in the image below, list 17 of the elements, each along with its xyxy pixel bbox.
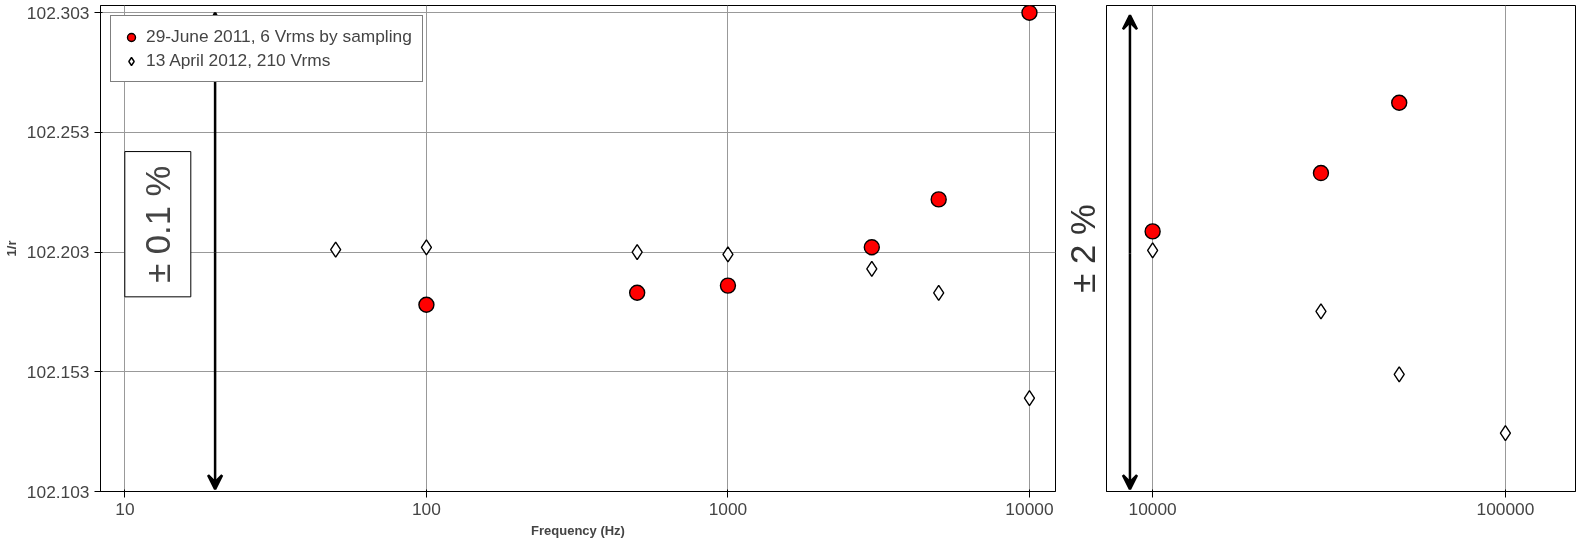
legend-label: 29-June 2011, 6 Vrms by sampling [146,26,412,47]
y-tick-label: 102.203 [26,242,90,263]
y-axis-title: 1/r [3,240,19,257]
x-tick-label: 100 [411,498,441,519]
y-tick-label: 102.253 [26,122,90,143]
text: ± 2 % [1063,204,1102,293]
x-tick-label: 100000 [1476,498,1535,519]
annotation: ± 0.1 % [138,165,177,283]
y-tick-label: 102.153 [26,361,90,382]
y-tick-label: 102.303 [26,2,90,23]
y-tick-label: 102.103 [26,481,90,502]
x-tick-label: 1000 [708,498,748,519]
x-tick-label: 10000 [1128,498,1177,519]
x-axis-title: Frequency (Hz) [531,522,625,538]
legend-label: 13 April 2012, 210 Vrms [146,50,331,71]
x-tick-label: 10000 [1005,498,1054,519]
x-tick-label: 10 [115,498,135,519]
